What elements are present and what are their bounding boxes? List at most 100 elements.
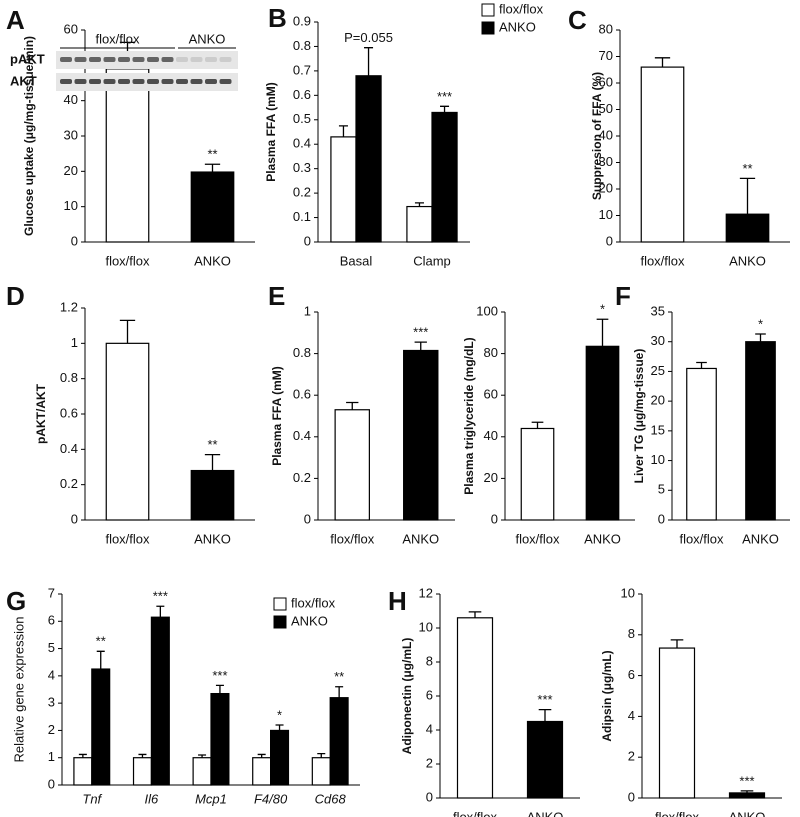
bar — [150, 616, 170, 786]
y-axis-label: Glucose uptake (μg/mg-tissue/min) — [22, 36, 36, 236]
y-tick-label: 7 — [48, 585, 55, 600]
y-axis-label: pAKT/AKT — [34, 383, 48, 444]
y-tick-label: 60 — [599, 74, 613, 89]
significance-label: *** — [212, 668, 227, 683]
error-bar — [138, 753, 147, 758]
blot-band — [118, 57, 130, 62]
y-tick-label: 8 — [628, 626, 635, 641]
significance-label: ** — [742, 161, 752, 176]
y-tick-label: 5 — [658, 482, 665, 497]
y-tick-label: 70 — [599, 48, 613, 63]
y-tick-label: 20 — [651, 393, 665, 408]
y-tick-label: 0.4 — [293, 136, 311, 151]
y-tick-label: 4 — [426, 721, 433, 736]
bar — [658, 647, 696, 799]
y-tick-label: 0 — [606, 233, 613, 248]
x-tick-label: Clamp — [413, 253, 451, 268]
y-tick-label: 80 — [599, 21, 613, 36]
bar — [334, 409, 370, 521]
y-tick-label: 0 — [48, 776, 55, 791]
bar — [640, 66, 685, 243]
y-tick-label: 4 — [48, 667, 55, 682]
blot-band — [118, 79, 130, 84]
error-bar — [740, 790, 754, 793]
y-tick-label: 0.3 — [293, 160, 311, 175]
error-bar — [531, 421, 544, 429]
bar — [745, 341, 776, 521]
y-tick-label: 80 — [484, 345, 498, 360]
significance-label: *** — [537, 692, 552, 707]
y-tick-label: 0 — [426, 789, 433, 804]
x-tick-label: flox/flox — [105, 253, 150, 268]
blot-band — [190, 57, 203, 62]
error-bar — [156, 605, 165, 618]
y-tick-label: 40 — [64, 92, 78, 107]
y-tick-label: 50 — [599, 101, 613, 116]
y-tick-label: 0.2 — [60, 476, 78, 491]
blot-band — [60, 79, 72, 84]
bar — [192, 757, 212, 786]
panel-letter: B — [268, 3, 287, 33]
error-bar — [364, 47, 374, 76]
error-bar — [317, 752, 326, 758]
blot-band — [103, 79, 116, 84]
significance-label: *** — [153, 589, 168, 604]
error-bar — [204, 453, 221, 471]
y-tick-label: 0 — [71, 511, 78, 526]
y-tick-label: 3 — [48, 695, 55, 710]
blot-band — [89, 57, 101, 62]
significance-label: ** — [207, 437, 217, 452]
x-tick-label: flox/flox — [453, 809, 498, 817]
x-tick-label: Il6 — [145, 791, 160, 806]
x-tick-label: ANKO — [402, 531, 439, 546]
blot-band — [147, 79, 159, 84]
x-tick-label: Tnf — [82, 791, 102, 806]
x-tick-label: flox/flox — [640, 253, 685, 268]
y-tick-label: 40 — [484, 428, 498, 443]
y-axis-label: Adipsin (μg/mL) — [600, 650, 614, 741]
blot-band — [190, 79, 203, 84]
bar — [406, 205, 433, 243]
error-bar — [596, 318, 609, 347]
error-bar — [654, 57, 671, 68]
y-tick-label: 2 — [48, 722, 55, 737]
x-tick-label: ANKO — [527, 809, 564, 817]
error-bar — [204, 163, 221, 173]
y-tick-label: 30 — [64, 127, 78, 142]
y-tick-label: 60 — [64, 21, 78, 36]
bar — [725, 213, 770, 243]
legend-swatch — [481, 3, 495, 17]
x-tick-label: flox/flox — [515, 531, 560, 546]
y-tick-label: 12 — [419, 585, 433, 600]
legend-swatch — [481, 21, 495, 35]
x-tick-label: ANKO — [729, 253, 766, 268]
bar — [91, 668, 111, 786]
y-tick-label: 0.8 — [60, 370, 78, 385]
y-tick-label: 0 — [628, 789, 635, 804]
blot-band — [103, 57, 116, 62]
legend-label: flox/flox — [499, 1, 544, 16]
bar — [105, 68, 150, 243]
legend-swatch — [273, 615, 287, 629]
y-tick-label: 30 — [599, 154, 613, 169]
bar — [210, 692, 230, 786]
error-bar — [338, 125, 348, 137]
y-tick-label: 0.6 — [293, 87, 311, 102]
bar — [105, 342, 150, 521]
y-tick-label: 4 — [628, 708, 635, 723]
significance-label: *** — [437, 89, 452, 104]
y-tick-label: 35 — [651, 303, 665, 318]
y-tick-label: 1.2 — [60, 299, 78, 314]
panel-letter: H — [388, 586, 407, 616]
blot-band — [161, 79, 174, 84]
y-tick-label: 1 — [71, 335, 78, 350]
significance-label: ** — [96, 634, 106, 649]
y-tick-label: 0.2 — [293, 470, 311, 485]
y-axis-label: Plasma FFA (mM) — [264, 82, 278, 182]
blot-band — [132, 57, 145, 62]
bar — [132, 757, 153, 786]
error-bar — [670, 639, 684, 649]
blot-band — [74, 57, 87, 62]
y-tick-label: 0.8 — [293, 345, 311, 360]
error-bar — [346, 401, 359, 410]
